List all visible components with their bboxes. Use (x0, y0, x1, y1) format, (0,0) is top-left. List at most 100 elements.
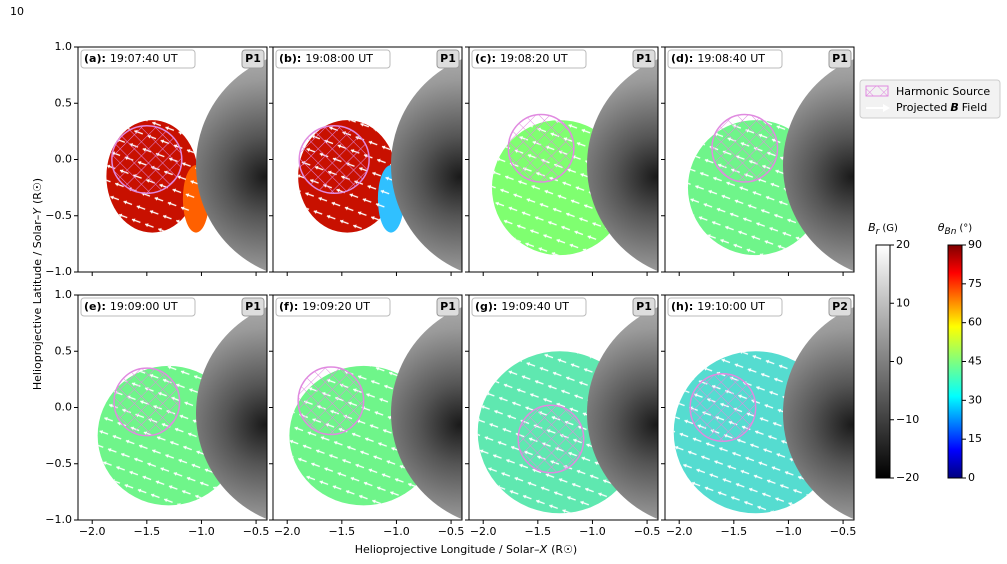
panel-tag: P1 (636, 52, 652, 65)
panel-time: 19:09:00 UT (110, 300, 178, 313)
harmonic-source (689, 373, 757, 442)
harmonic-source (711, 113, 779, 183)
x-tick-label: −1.0 (188, 525, 215, 538)
ylabel: Helioprojective Latitude / Solar–Y (R☉) (31, 178, 44, 390)
harmonic-source (298, 125, 370, 194)
cb-subscript: Bn (945, 227, 957, 237)
map (289, 307, 462, 520)
harmonic-source (297, 366, 365, 436)
panel-letter: (g): (475, 300, 497, 313)
y-tick-label: 1.0 (55, 40, 73, 53)
panel-time: 19:08:40 UT (697, 52, 765, 65)
tag-box (828, 297, 852, 317)
panel-label: (c): 19:08:20 UT (475, 52, 568, 65)
y-tick-label: −1.0 (45, 513, 72, 526)
colorbar-tick-label: 20 (896, 238, 910, 251)
legend-source: Harmonic Source (896, 85, 990, 98)
panel-tag: P1 (440, 52, 456, 65)
panel-time: 19:07:40 UT (110, 52, 178, 65)
panel-tag: P1 (832, 52, 848, 65)
sun-disk (587, 307, 658, 520)
tag-box (828, 49, 852, 69)
xlabel-unit: (R☉) (551, 543, 577, 556)
label-box (80, 49, 196, 69)
map (673, 307, 854, 520)
map (298, 59, 462, 272)
panel-letter: (h): (671, 300, 693, 313)
colorbar-tick-label: 0 (968, 471, 975, 484)
x-tick-label: −1.5 (133, 525, 160, 538)
panel-label: (a): 19:07:40 UT (84, 52, 178, 65)
panel: (c): 19:08:20 UT P1 (465, 46, 659, 276)
x-tick-label: −1.0 (383, 525, 410, 538)
colorbar-tick-label: −20 (896, 471, 919, 484)
legend-box (859, 79, 1001, 119)
panel: (b): 19:08:00 UT P1 (269, 46, 463, 276)
colorbar-tick-label: 0 (896, 355, 903, 368)
panel-letter: (e): (84, 300, 106, 313)
sun-disk (587, 59, 658, 272)
sun-disk (196, 307, 267, 520)
y-tick-label: 1.0 (55, 288, 73, 301)
map (97, 307, 267, 520)
legend-field-part: Field (962, 101, 987, 114)
panel-tag: P1 (440, 300, 456, 313)
legend-arrow-head (883, 104, 890, 112)
panel: (d): 19:08:40 UT P1 (661, 46, 855, 276)
legend-hatch (865, 85, 889, 97)
colorbar-tick-label: 75 (968, 277, 982, 290)
colorbar-tick-label: 10 (896, 296, 910, 309)
tag-box (436, 297, 460, 317)
legend-field-part: B (950, 101, 958, 114)
x-tick-label: −1.0 (775, 525, 802, 538)
tag-box (632, 297, 656, 317)
label-box (275, 297, 391, 317)
panel-tag: P1 (245, 52, 261, 65)
xlabel: Helioprojective Longitude / Solar–X (R☉) (355, 543, 577, 556)
map (491, 59, 658, 272)
panel-tag: P2 (832, 300, 848, 313)
x-tick-label: −2.0 (470, 525, 497, 538)
xlabel-var: X (539, 543, 548, 556)
ylabel-text: Helioprojective Latitude / Solar– (31, 215, 44, 390)
x-tick-label: −0.5 (243, 525, 270, 538)
colorbar (947, 244, 963, 479)
map (477, 307, 658, 520)
panel-label: (g): 19:09:40 UT (475, 300, 569, 313)
panel-label: (f): 19:09:20 UT (279, 300, 370, 313)
label-box (667, 297, 783, 317)
y-tick-label: −1.0 (45, 265, 72, 278)
cb-unit: (°) (959, 223, 972, 234)
y-tick-label: 0.0 (55, 401, 73, 414)
label-box (471, 49, 587, 69)
x-tick-label: −2.0 (274, 525, 301, 538)
panel-time: 19:08:00 UT (305, 52, 373, 65)
cb-subscript: r (876, 227, 881, 237)
panel: (a): 19:07:40 UT P1 1.0 0.5 0.0 −0.5 −1.0 (45, 40, 268, 278)
sun-disk (783, 59, 854, 272)
x-tick-label: −0.5 (830, 525, 857, 538)
colorbar-tick-label: 15 (968, 432, 982, 445)
colorbar-title: θBn (°) (938, 221, 973, 237)
panel-label: (b): 19:08:00 UT (279, 52, 373, 65)
y-tick-label: 0.0 (55, 153, 73, 166)
colorbar-tick-label: 45 (968, 355, 982, 368)
x-tick-label: −1.5 (720, 525, 747, 538)
label-box (667, 49, 783, 69)
harmonic-source (507, 113, 575, 183)
panel-time: 19:10:00 UT (697, 300, 765, 313)
harmonic-source (113, 367, 181, 437)
sun-disk (391, 59, 462, 272)
label-box (80, 297, 196, 317)
sun-disk (783, 307, 854, 520)
panel: (h): 19:10:00 UT P2 −2.0 −1.5 −1.0 −0.5 (661, 294, 857, 538)
panel: (g): 19:09:40 UT P1 −2.0 −1.5 −1.0 −0.5 (465, 294, 660, 538)
label-box (471, 297, 587, 317)
y-tick-label: 0.5 (55, 344, 73, 357)
panel-label: (d): 19:08:40 UT (671, 52, 765, 65)
harmonic-source (111, 125, 183, 194)
y-tick-label: −0.5 (45, 457, 72, 470)
legend-field-part: Projected (896, 101, 947, 114)
panel-time: 19:09:20 UT (302, 300, 370, 313)
